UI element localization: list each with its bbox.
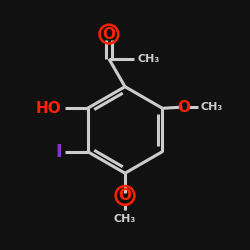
Text: CH₃: CH₃ <box>114 214 136 224</box>
Text: O: O <box>177 100 190 114</box>
Text: HO: HO <box>36 101 62 116</box>
Text: O: O <box>102 27 116 42</box>
Text: CH₃: CH₃ <box>137 54 160 64</box>
Text: O: O <box>118 188 132 203</box>
Text: I: I <box>55 142 62 160</box>
Text: CH₃: CH₃ <box>201 102 223 112</box>
